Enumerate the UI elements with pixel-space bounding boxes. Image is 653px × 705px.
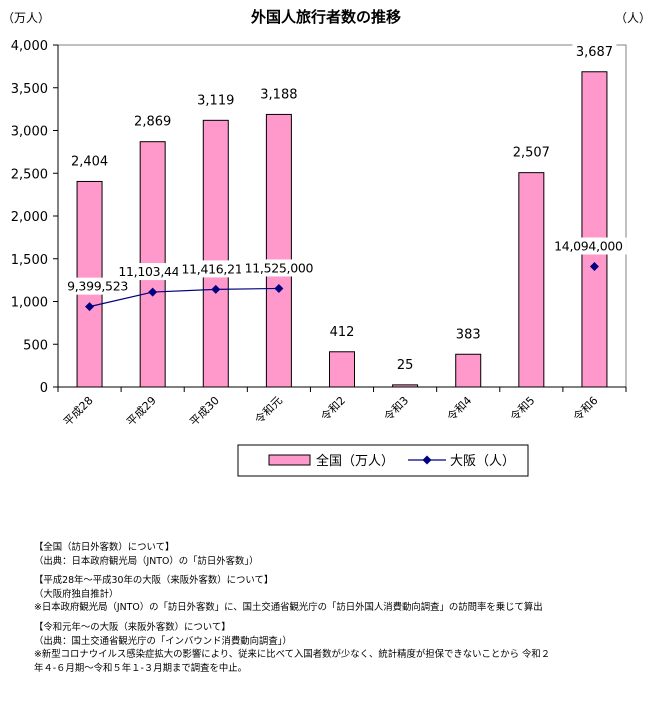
line-data-label: 9,399,523 (67, 279, 128, 294)
series-line-segment (89, 291, 153, 308)
data-label-background (67, 152, 112, 170)
chart: 外国人旅行者数の推移 （万人） （人） 0 500 1,000 1,500 2,000 2,50… (2, 8, 651, 477)
data-label-background (193, 91, 238, 109)
series-line-segment (215, 287, 279, 290)
x-tick-label: 平成29 (124, 394, 159, 429)
data-label-background (550, 237, 627, 255)
series-marker (274, 283, 284, 293)
note-line: 【全国（訪日外客数）について】 (34, 542, 175, 553)
bar (581, 71, 608, 388)
line-data-label: 14,094,000 (554, 238, 623, 253)
data-label-background (130, 112, 175, 130)
note-block: 【平成28年～平成30年の大阪（来阪外客数）について】 （大阪府独自推計） ※日本政… (34, 574, 644, 615)
y-tick-label: 3,000 (11, 125, 48, 140)
y-tick-label: 0 (40, 381, 48, 396)
series-marker (85, 302, 95, 312)
x-tick-label: 令和2 (318, 393, 348, 423)
line-data-label: 11,525,000 (245, 260, 314, 275)
note-block: 【令和元年～の大阪（来阪外客数）について】 （出典：国土交通省観光庁の「インバウン… (34, 621, 644, 675)
y-tick-label: 2,500 (11, 167, 48, 182)
bar-data-label: 2,404 (71, 154, 108, 169)
data-label-background (572, 42, 617, 60)
series-marker (148, 287, 158, 297)
legend-bar-swatch (268, 454, 311, 466)
y-tick-label: 2,000 (11, 210, 48, 225)
note-line: 【令和元年～の大阪（来阪外客数）について】 (34, 621, 231, 633)
note-line: 年４-６月期～令和５年１-３月期まで調査を中止。 (34, 662, 248, 674)
legend-label-line: 大阪（人） (450, 454, 515, 469)
y-tick-label: 1,000 (11, 296, 48, 311)
series-line-segment (152, 288, 216, 293)
bar (329, 351, 355, 388)
legend-label-bar: 全国（万人） (316, 453, 394, 469)
bar-data-label: 3,119 (197, 93, 234, 108)
y-axis-unit-label: （万人） (2, 11, 50, 25)
bar-data-label: 383 (456, 327, 481, 342)
bar-data-label: 25 (397, 358, 414, 373)
note-line: （大阪府独自推計） (34, 588, 119, 600)
data-label-background (383, 355, 428, 373)
note-line: ※新型コロナウイルス感染症拡大の影響により、従来に比べて入国者数が少なく、統計精… (34, 649, 551, 661)
bar (265, 113, 292, 388)
bar-data-label: 2,869 (134, 115, 171, 130)
y2-axis-unit-label: （人） (615, 11, 651, 25)
note-line: （出典：日本政府観光局（JNTO）の「訪日外客数」） (34, 555, 259, 567)
bar-data-label: 3,188 (260, 87, 297, 102)
data-label-background (114, 263, 191, 281)
line-data-label: 11,416,219 (181, 261, 250, 276)
x-tick-label: 令和3 (381, 393, 411, 423)
note-line: ※日本政府観光局（JNTO）の「訪日外客数」に、国土交通省観光庁の「訪日外国人消… (34, 602, 543, 614)
series-marker (589, 261, 599, 271)
notes: 【全国（訪日外客数）について】 （出典：日本政府観光局（JNTO）の「訪日外客数」… (34, 541, 644, 681)
x-tick-label: 平成28 (61, 394, 96, 429)
data-label-background (240, 259, 317, 277)
bar (455, 353, 482, 388)
bar-data-label: 3,687 (576, 45, 613, 60)
data-label-background (320, 322, 364, 340)
x-tick-label: 令和5 (507, 393, 537, 423)
data-label-background (177, 260, 254, 278)
legend-line-marker (422, 455, 432, 465)
x-tick-label: 令和6 (570, 393, 600, 423)
bar-data-label: 2,507 (513, 146, 550, 161)
bar-data-label: 412 (330, 325, 355, 340)
bar (518, 172, 545, 388)
chart-title: 外国人旅行者数の推移 (250, 8, 401, 26)
bar (202, 119, 229, 388)
series-marker (211, 284, 221, 294)
y-tick-label: 3,500 (11, 82, 48, 97)
note-block: 【全国（訪日外客数）について】 （出典：日本政府観光局（JNTO）の「訪日外客数」… (34, 541, 644, 568)
note-line: （出典：国土交通省観光庁の「インバウンド消費動向調査」） (34, 635, 292, 647)
y-tick-label: 4,000 (11, 39, 48, 54)
x-tick-label: 平成30 (187, 394, 222, 429)
bar (392, 384, 419, 388)
y-tick-label: 500 (23, 338, 48, 353)
data-label-background (509, 143, 554, 161)
y-tick-label: 1,500 (11, 253, 48, 268)
x-tick-label: 令和元 (252, 393, 285, 426)
line-data-label: 11,103,445 (118, 264, 187, 279)
data-label-background (256, 85, 301, 103)
data-label-background (446, 325, 491, 343)
note-line: 【平成28年～平成30年の大阪（来阪外客数）について】 (34, 575, 274, 587)
data-label-background (63, 277, 132, 295)
x-tick-label: 令和4 (444, 393, 474, 423)
